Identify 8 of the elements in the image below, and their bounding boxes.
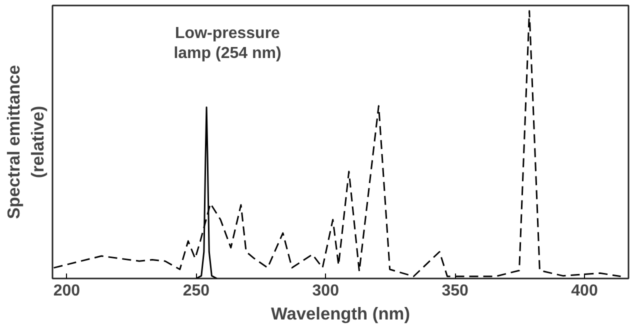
y-axis-title: Spectral emittance (relative) (4, 64, 48, 220)
x-tick-label: 200 (53, 282, 80, 300)
x-tick-label: 400 (571, 282, 598, 300)
x-tick-label: 300 (312, 282, 340, 300)
x-tick-label: 350 (442, 282, 468, 300)
annotation: Low-pressure lamp (254 nm) (174, 24, 282, 62)
x-axis-title: Wavelength (nm) (271, 304, 410, 324)
x-tick-label: 250 (182, 282, 210, 300)
